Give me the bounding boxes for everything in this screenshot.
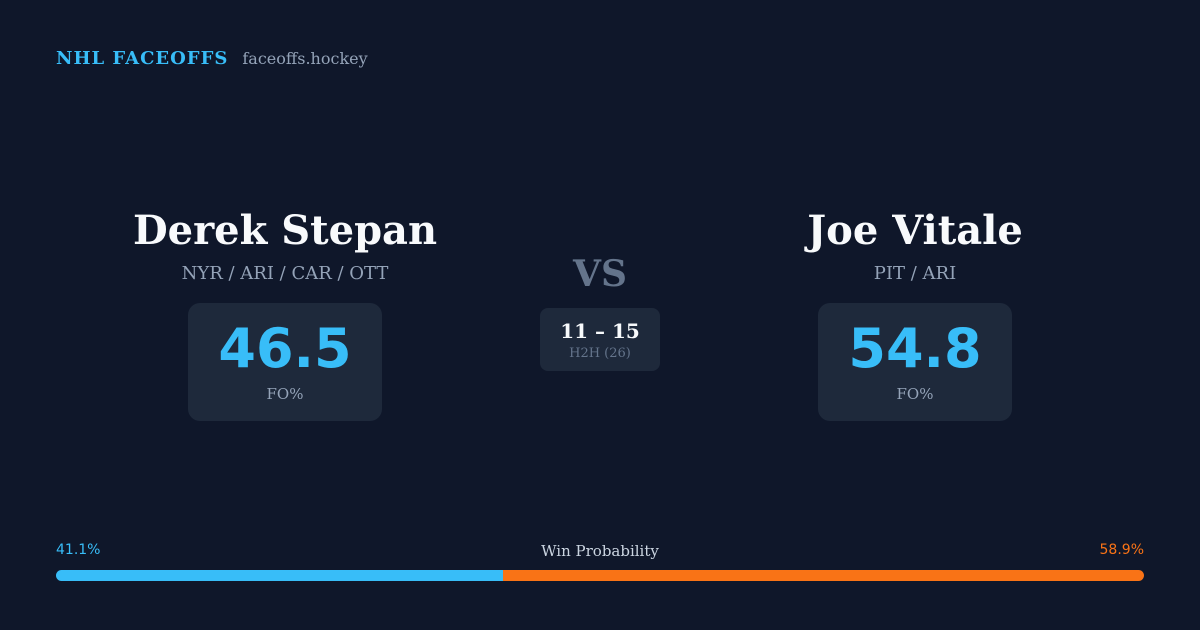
win-prob-left-segment xyxy=(56,570,504,581)
player-left-fo-pct: 46.5 xyxy=(218,317,352,380)
brand-name: NHL FACEOFFS xyxy=(56,48,229,69)
win-prob-left-label: 41.1% xyxy=(56,542,101,558)
h2h-label: H2H (26) xyxy=(569,346,631,361)
brand-header: NHL FACEOFFS faceoffs.hockey xyxy=(56,48,368,69)
player-right-fo-pct: 54.8 xyxy=(848,317,982,380)
player-left-stat-card: 46.5 FO% xyxy=(188,303,382,421)
h2h-score: 11 – 15 xyxy=(560,319,640,343)
player-right-stat-card: 54.8 FO% xyxy=(818,303,1012,421)
player-left-fo-label: FO% xyxy=(266,385,304,403)
player-right-name: Joe Vitale xyxy=(807,207,1023,254)
vs-label: VS xyxy=(573,253,627,295)
player-right-teams: PIT / ARI xyxy=(873,263,957,284)
h2h-card: 11 – 15 H2H (26) xyxy=(540,308,660,371)
player-right: Joe Vitale PIT / ARI 54.8 FO% xyxy=(675,205,1155,421)
win-probability-labels: 41.1% Win Probability 58.9% xyxy=(56,542,1144,564)
player-left: Derek Stepan NYR / ARI / CAR / OTT 46.5 … xyxy=(45,205,525,421)
win-probability-bar xyxy=(56,570,1144,581)
win-prob-title: Win Probability xyxy=(541,542,659,560)
brand-site: faceoffs.hockey xyxy=(242,49,368,68)
matchup-center: VS 11 – 15 H2H (26) xyxy=(500,252,700,371)
player-right-fo-label: FO% xyxy=(896,385,934,403)
win-prob-right-segment xyxy=(503,570,1144,581)
player-left-teams: NYR / ARI / CAR / OTT xyxy=(181,263,389,284)
player-left-name: Derek Stepan xyxy=(132,207,438,254)
win-prob-right-label: 58.9% xyxy=(1099,542,1144,558)
